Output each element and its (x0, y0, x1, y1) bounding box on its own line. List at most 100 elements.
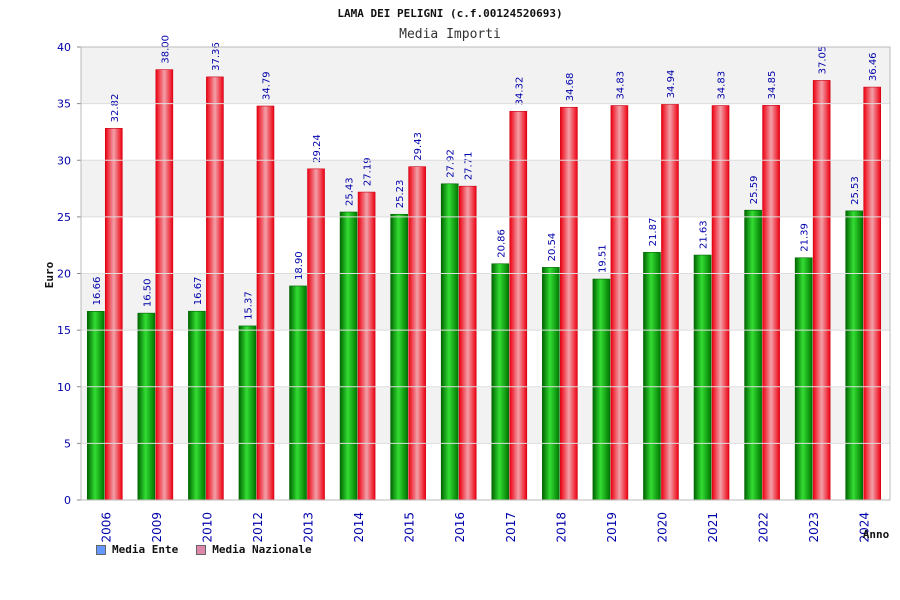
bar-media-ente (744, 209, 762, 501)
data-label-nazionale: 34.94 (666, 70, 677, 99)
data-label-ente: 21.39 (800, 223, 811, 252)
data-label-ente: 27.92 (446, 149, 457, 178)
data-label-ente: 20.86 (496, 229, 507, 258)
data-label-ente: 25.59 (749, 176, 760, 205)
bar-media-nazionale (206, 76, 224, 501)
y-tick-label: 20 (57, 268, 71, 281)
x-tick-label: 2019 (605, 512, 619, 543)
data-label-ente: 25.23 (395, 180, 406, 209)
bar-media-nazionale (458, 185, 477, 501)
x-tick-label: 2014 (352, 512, 366, 543)
x-tick-label: 2018 (554, 512, 568, 543)
x-tick-label: 2016 (453, 512, 467, 543)
legend-swatch-nazionale (196, 544, 207, 555)
bar-media-ente (491, 263, 510, 501)
data-label-nazionale: 27.19 (363, 157, 374, 186)
bar-media-ente (390, 213, 408, 501)
y-tick-label: 25 (57, 211, 71, 224)
data-label-nazionale: 34.83 (717, 71, 728, 100)
bar-media-ente (845, 210, 864, 501)
data-label-nazionale: 37.36 (211, 42, 222, 71)
x-tick-label: 2009 (150, 512, 164, 543)
bar-media-nazionale (307, 168, 325, 501)
data-label-nazionale: 29.43 (413, 132, 424, 161)
y-tick-label: 10 (57, 381, 71, 394)
data-label-ente: 25.43 (345, 177, 356, 206)
chart-title: LAMA DEI PELIGNI (c.f.00124520693) (337, 7, 562, 20)
bar-media-ente (339, 211, 358, 501)
data-label-nazionale: 34.32 (514, 77, 525, 106)
bar-media-ente (440, 183, 459, 501)
bar-media-ente (188, 310, 206, 501)
bar-media-nazionale (661, 104, 679, 501)
x-tick-label: 2013 (302, 512, 316, 543)
bars-group (86, 69, 882, 501)
data-label-ente: 16.67 (193, 277, 204, 306)
data-label-nazionale: 27.71 (464, 152, 475, 181)
legend-label-nazionale: Media Nazionale (212, 543, 312, 556)
legend-item-ente: Media Ente (96, 543, 178, 556)
x-tick-label: 2024 (858, 512, 872, 543)
data-label-ente: 18.90 (294, 251, 305, 280)
data-label-nazionale: 38.00 (160, 35, 171, 64)
data-label-nazionale: 34.83 (615, 71, 626, 100)
bar-media-ente (238, 325, 257, 501)
bar-media-ente (289, 285, 307, 501)
x-tick-label: 2012 (251, 512, 265, 543)
data-label-ente: 15.37 (243, 291, 254, 320)
bar-media-ente (643, 252, 661, 501)
bar-media-ente (693, 254, 712, 501)
x-tick-label: 2006 (99, 512, 113, 543)
x-tick-label: 2021 (706, 512, 720, 543)
bar-media-ente (794, 257, 813, 501)
chart-subtitle: Media Importi (399, 27, 501, 42)
bar-media-nazionale (509, 111, 528, 501)
bar-media-ente (592, 278, 611, 501)
y-tick-label: 40 (57, 41, 71, 54)
x-tick-label: 2015 (403, 512, 417, 543)
y-tick-label: 15 (57, 324, 71, 337)
y-axis-label: Euro (43, 261, 56, 288)
data-label-nazionale: 34.85 (767, 71, 778, 100)
data-label-nazionale: 36.46 (868, 52, 879, 81)
bar-media-nazionale (155, 69, 174, 501)
x-tick-label: 2022 (757, 512, 771, 543)
data-label-nazionale: 37.05 (818, 46, 829, 75)
data-label-nazionale: 29.24 (312, 134, 323, 163)
plot-frame (80, 46, 891, 501)
bar-media-nazionale (812, 80, 831, 501)
data-label-ente: 19.51 (597, 244, 608, 273)
y-tick-label: 35 (57, 98, 71, 111)
x-axis-label: Anno (863, 528, 890, 541)
legend-label-ente: Media Ente (112, 543, 179, 556)
data-label-nazionale: 34.79 (261, 71, 272, 100)
data-labels-group: 16.66 32.82 16.50 38.00 16.67 37.36 15.37 34.79… (92, 35, 879, 320)
data-label-ente: 16.66 (92, 277, 103, 306)
data-label-ente: 20.54 (547, 233, 558, 262)
y-tick-label: 5 (64, 437, 71, 450)
bar-media-nazionale (357, 191, 376, 501)
legend: Media Ente Media Nazionale (96, 543, 312, 556)
bar-media-ente (137, 312, 156, 501)
data-label-nazionale: 34.68 (565, 73, 576, 102)
data-label-ente: 21.63 (699, 220, 710, 249)
axes-group: 0 5 10 15 20 25 30 35 40 2006 2009 2010 2012 2013 2014… (57, 41, 891, 543)
y-tick-label: 30 (57, 154, 71, 167)
x-tick-label: 2010 (200, 512, 214, 543)
y-tick-label: 0 (64, 494, 71, 507)
data-label-ente: 25.53 (850, 176, 861, 205)
legend-swatch-ente (96, 544, 106, 555)
bar-media-nazionale (711, 105, 730, 501)
data-label-ente: 16.50 (142, 278, 153, 307)
data-label-nazionale: 32.82 (110, 94, 121, 123)
bar-media-nazionale (560, 106, 578, 501)
x-tick-label: 2020 (655, 512, 669, 543)
bar-media-ente (542, 267, 560, 501)
bar-media-nazionale (610, 105, 629, 501)
legend-item-nazionale: Media Nazionale (196, 543, 312, 556)
x-tick-label: 2017 (504, 512, 518, 543)
bar-media-nazionale (863, 86, 882, 501)
bar-media-ente (86, 311, 105, 501)
bar-media-nazionale (256, 105, 275, 501)
